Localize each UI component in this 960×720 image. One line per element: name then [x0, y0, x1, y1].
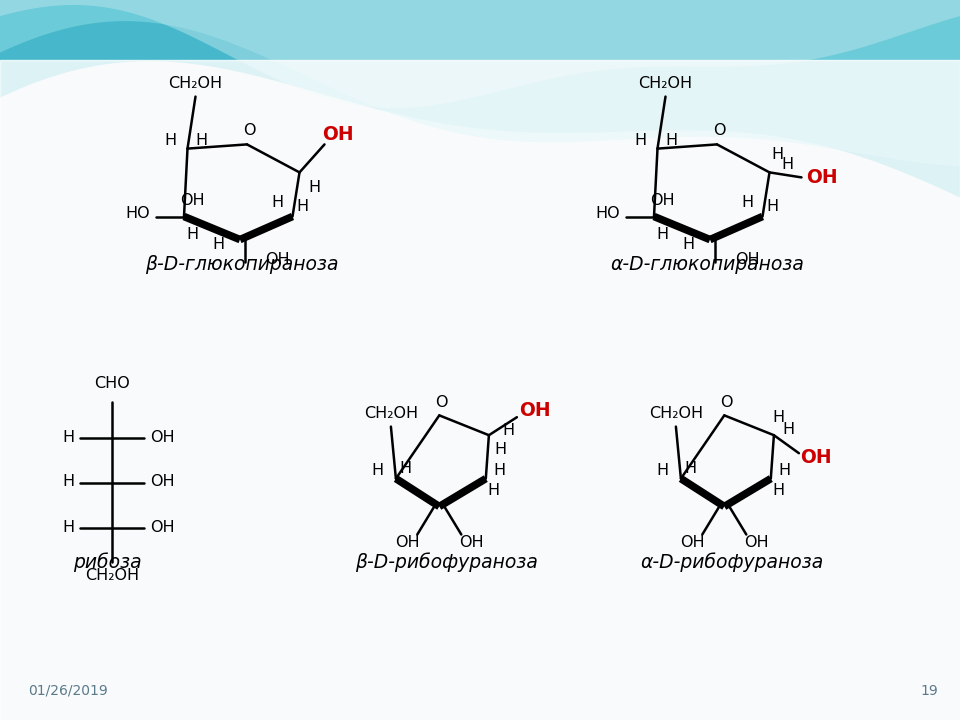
Text: OH: OH: [680, 535, 705, 550]
Text: H: H: [297, 199, 308, 214]
Text: OH: OH: [650, 193, 674, 208]
Text: H: H: [773, 483, 785, 498]
Text: H: H: [635, 133, 647, 148]
Text: HO: HO: [126, 206, 151, 221]
Text: CH₂OH: CH₂OH: [168, 76, 223, 91]
Text: OH: OH: [735, 252, 759, 267]
Polygon shape: [0, 0, 960, 108]
Text: H: H: [62, 520, 74, 534]
Text: β-D-глюкопираноза: β-D-глюкопираноза: [145, 256, 339, 274]
Text: 19: 19: [921, 684, 938, 698]
Text: H: H: [782, 422, 795, 437]
Polygon shape: [0, 0, 960, 197]
Text: α-D-глюкопираноза: α-D-глюкопираноза: [610, 256, 804, 274]
Text: H: H: [503, 423, 515, 438]
Text: OH: OH: [459, 535, 484, 550]
Text: H: H: [196, 133, 207, 148]
Polygon shape: [0, 0, 960, 166]
Text: CH₂OH: CH₂OH: [638, 76, 692, 91]
Text: OH: OH: [150, 520, 175, 534]
Text: H: H: [308, 180, 321, 195]
Text: H: H: [766, 199, 779, 214]
Text: H: H: [272, 195, 283, 210]
Text: OH: OH: [395, 535, 420, 550]
Text: O: O: [712, 123, 725, 138]
Text: H: H: [164, 133, 177, 148]
Text: β-D-рибофураноза: β-D-рибофураноза: [355, 552, 538, 572]
Text: H: H: [62, 474, 74, 490]
Text: OH: OH: [322, 125, 353, 144]
Text: OH: OH: [800, 448, 831, 467]
Text: H: H: [682, 237, 694, 252]
Text: 01/26/2019: 01/26/2019: [28, 684, 108, 698]
Text: H: H: [372, 463, 384, 478]
Text: H: H: [684, 461, 697, 476]
Text: HO: HO: [596, 206, 620, 221]
Text: H: H: [779, 463, 791, 478]
Text: OH: OH: [150, 430, 175, 444]
Text: H: H: [493, 463, 506, 478]
Text: OH: OH: [519, 401, 551, 420]
Text: H: H: [494, 441, 507, 456]
Text: рибоза: рибоза: [73, 552, 141, 572]
Text: H: H: [399, 461, 412, 476]
Text: O: O: [243, 123, 255, 138]
Text: H: H: [665, 133, 678, 148]
Text: H: H: [62, 430, 74, 444]
Text: CH₂OH: CH₂OH: [649, 406, 703, 421]
Text: OH: OH: [744, 535, 769, 550]
Text: CH₂OH: CH₂OH: [364, 406, 418, 421]
Text: H: H: [772, 147, 783, 162]
Text: H: H: [657, 463, 669, 478]
Text: OH: OH: [805, 168, 837, 187]
Text: CH₂OH: CH₂OH: [84, 567, 139, 582]
Text: H: H: [781, 157, 794, 172]
Text: H: H: [186, 227, 198, 242]
Text: O: O: [720, 395, 732, 410]
Text: O: O: [435, 395, 447, 410]
Text: CHO: CHO: [94, 377, 130, 392]
Text: OH: OH: [180, 193, 204, 208]
Text: OH: OH: [150, 474, 175, 490]
Text: H: H: [773, 410, 785, 425]
Text: α-D-рибофураноза: α-D-рибофураноза: [640, 552, 824, 572]
Text: H: H: [488, 483, 500, 498]
Text: OH: OH: [265, 252, 290, 267]
Text: H: H: [212, 237, 224, 252]
Text: H: H: [741, 195, 754, 210]
Text: H: H: [656, 227, 668, 242]
